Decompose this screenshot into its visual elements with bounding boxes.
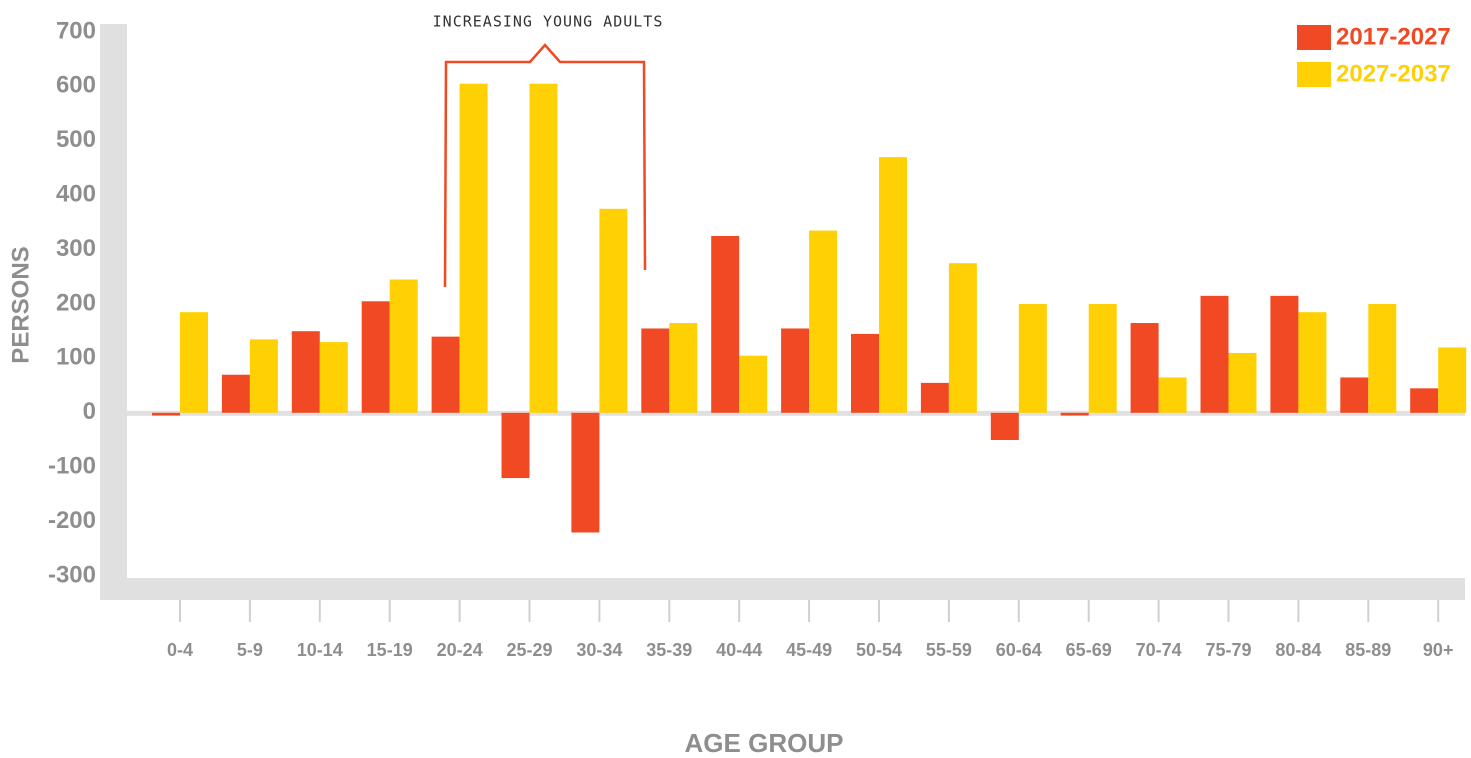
x-tick-label: 20-24 bbox=[437, 640, 483, 660]
bar bbox=[1200, 295, 1229, 413]
legend-label: 2017-2027 bbox=[1336, 23, 1451, 50]
x-axis-label: AGE GROUP bbox=[685, 728, 844, 758]
bar bbox=[221, 374, 250, 413]
x-tick-label: 55-59 bbox=[926, 640, 972, 660]
bar bbox=[599, 208, 628, 413]
bar bbox=[459, 83, 488, 413]
bar bbox=[529, 83, 558, 413]
y-tick-label: -300 bbox=[48, 561, 96, 588]
bar bbox=[641, 328, 670, 413]
bar bbox=[1060, 412, 1089, 416]
bar bbox=[291, 331, 320, 413]
x-tick-label: 70-74 bbox=[1136, 640, 1182, 660]
x-tick-label: 30-34 bbox=[576, 640, 622, 660]
y-tick-label: -100 bbox=[48, 453, 96, 480]
y-tick-label: 100 bbox=[56, 344, 96, 371]
annotation: INCREASING YOUNG ADULTS bbox=[433, 13, 664, 31]
bar bbox=[389, 279, 418, 413]
zero-line bbox=[127, 410, 1465, 416]
x-tick-label: 10-14 bbox=[297, 640, 343, 660]
bar bbox=[879, 157, 907, 413]
bar bbox=[249, 339, 278, 413]
x-tick-label: 65-69 bbox=[1066, 640, 1112, 660]
x-tick-label: 60-64 bbox=[996, 640, 1042, 660]
bar bbox=[1368, 304, 1397, 413]
bar bbox=[152, 412, 180, 416]
bar bbox=[809, 230, 838, 413]
x-tick-label: 5-9 bbox=[237, 640, 263, 660]
x-tick-label: 50-54 bbox=[856, 640, 902, 660]
bar bbox=[948, 263, 977, 413]
bar bbox=[1410, 388, 1439, 413]
x-tick-label: 85-89 bbox=[1345, 640, 1391, 660]
y-tick-label: 500 bbox=[56, 126, 96, 153]
bar bbox=[1340, 377, 1369, 413]
y-tick-label: 200 bbox=[56, 289, 96, 316]
bar bbox=[739, 355, 768, 413]
y-axis-band bbox=[100, 24, 127, 600]
bar bbox=[501, 412, 530, 479]
legend-label: 2027-2037 bbox=[1336, 60, 1451, 87]
x-tick-label: 40-44 bbox=[716, 640, 762, 660]
bar bbox=[361, 301, 390, 413]
x-tick-label: 35-39 bbox=[646, 640, 692, 660]
y-tick-label: 0 bbox=[83, 398, 96, 425]
bar bbox=[1298, 312, 1327, 413]
bar bbox=[781, 328, 810, 413]
bar bbox=[1088, 304, 1117, 413]
legend-swatch bbox=[1297, 62, 1331, 87]
x-tick-label: 15-19 bbox=[367, 640, 413, 660]
x-tick-label: 80-84 bbox=[1275, 640, 1321, 660]
bar bbox=[1270, 295, 1299, 413]
bar bbox=[431, 336, 460, 413]
y-tick-label: 400 bbox=[56, 181, 96, 208]
bar bbox=[1228, 352, 1257, 413]
bar bbox=[669, 323, 698, 413]
y-tick-label: -200 bbox=[48, 507, 96, 534]
bar bbox=[1158, 377, 1187, 413]
bar bbox=[920, 382, 949, 413]
x-tick-label: 45-49 bbox=[786, 640, 832, 660]
bar bbox=[1438, 347, 1467, 413]
bar bbox=[711, 236, 740, 413]
x-axis-band bbox=[100, 578, 1465, 600]
x-tick-label: 75-79 bbox=[1205, 640, 1251, 660]
annotation-bracket bbox=[443, 43, 647, 288]
bar bbox=[851, 333, 879, 413]
bar bbox=[319, 342, 348, 413]
x-tick-label: 0-4 bbox=[167, 640, 193, 660]
x-tick-label: 25-29 bbox=[506, 640, 552, 660]
y-tick-label: 300 bbox=[56, 235, 96, 262]
y-axis-label: PERSONS bbox=[7, 246, 34, 363]
y-tick-label: 700 bbox=[56, 17, 96, 44]
bar bbox=[1130, 323, 1159, 413]
bar bbox=[180, 312, 208, 413]
bar bbox=[571, 412, 600, 533]
bar bbox=[1018, 304, 1047, 413]
bar bbox=[990, 412, 1019, 440]
y-tick-label: 600 bbox=[56, 72, 96, 99]
x-tick-label: 90+ bbox=[1423, 640, 1454, 660]
legend-swatch bbox=[1297, 25, 1331, 50]
